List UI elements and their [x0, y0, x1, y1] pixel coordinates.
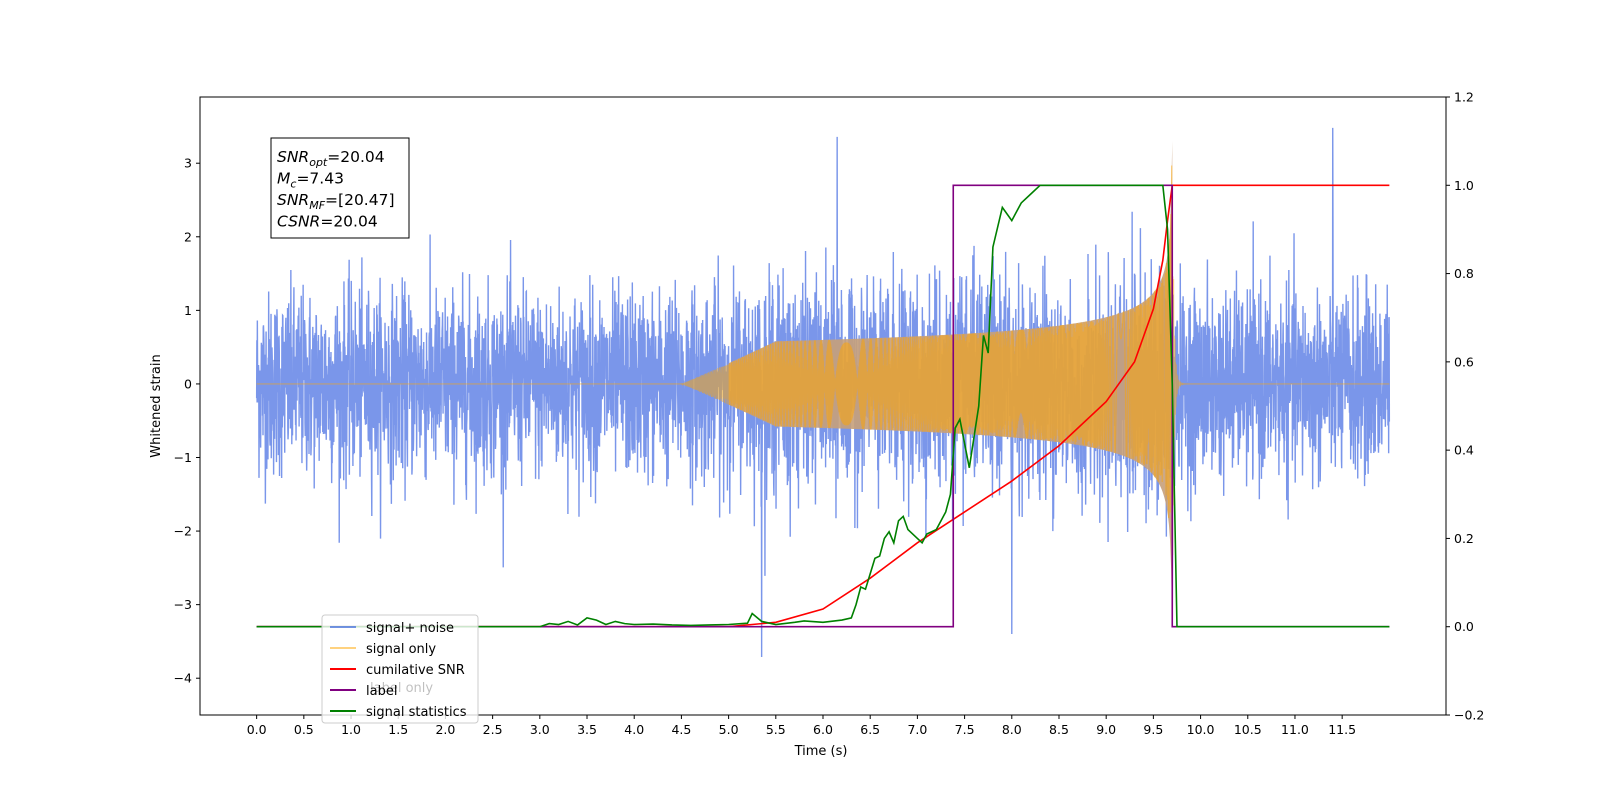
x-tick-label: 3.0 [530, 722, 550, 737]
y-right-tick-label: 0.0 [1454, 619, 1474, 634]
x-tick-label: 10.5 [1234, 722, 1262, 737]
x-tick-label: 1.5 [388, 722, 408, 737]
annotation-line: CSNR=20.04 [277, 213, 378, 231]
y-right-tick-label: 1.2 [1454, 90, 1474, 105]
x-tick-label: 4.5 [671, 722, 691, 737]
x-tick-label: 0.0 [247, 722, 267, 737]
annotation-symbol: CSNR [277, 213, 320, 231]
series-signal-only [256, 141, 1390, 627]
x-tick-label: 0.5 [294, 722, 314, 737]
x-tick-label: 1.0 [341, 722, 361, 737]
annotation-value: =7.43 [296, 170, 344, 188]
x-tick-label: 8.5 [1049, 722, 1069, 737]
x-tick-label: 7.5 [955, 722, 975, 737]
y-right-tick-label: 0.8 [1454, 266, 1474, 281]
x-tick-label: 10.0 [1187, 722, 1215, 737]
series-right-axis [256, 184, 1390, 628]
y-tick-label: −2 [174, 524, 192, 539]
x-axis-label: Time (s) [794, 744, 848, 759]
y-tick-label: −1 [174, 450, 192, 465]
series-cumilative-snr [256, 184, 1390, 628]
annotation-line: Mc=7.43 [277, 170, 344, 191]
series-signal-noise [255, 127, 1391, 658]
x-tick-label: 5.5 [766, 722, 786, 737]
x-tick-label: 6.5 [860, 722, 880, 737]
x-tick-label: 4.0 [624, 722, 644, 737]
legend: label only signal+ noise signal only cumil… [321, 614, 479, 724]
y-tick-label: 2 [184, 229, 192, 244]
x-tick-label: 6.0 [813, 722, 833, 737]
x-tick-label: 9.5 [1143, 722, 1163, 737]
y-axis-left: −4 −3 −2 −1 0 1 2 3 [174, 156, 200, 686]
stats-annotation-box: SNRopt=20.04Mc=7.43SNRMF=[20.47]CSNR=20.… [270, 137, 410, 239]
annotation-symbol: SNR [277, 191, 309, 209]
annotation-value: =20.04 [320, 213, 377, 231]
x-tick-label: 2.5 [483, 722, 503, 737]
series-signal-statistics [256, 184, 1390, 628]
annotation-symbol: SNR [277, 148, 309, 166]
y-right-tick-label: 0.4 [1454, 443, 1474, 458]
x-tick-label: 11.0 [1281, 722, 1309, 737]
annotation-subscript: c [290, 178, 296, 191]
legend-label: signal statistics [366, 705, 467, 720]
y-right-tick-label: −0.2 [1454, 708, 1484, 723]
x-tick-label: 11.5 [1328, 722, 1356, 737]
legend-label: signal only [366, 642, 436, 657]
legend-label: signal+ noise [366, 621, 454, 636]
y-tick-label: 1 [184, 303, 192, 318]
x-axis: 0.0 0.5 1.0 1.5 2.0 2.5 3.0 3.5 4.0 4.5 5.0 5.5 6.0 6… [247, 715, 1356, 737]
signal-only-line [256, 165, 1390, 556]
y-axis-label: Whitened strain [149, 354, 164, 457]
y-axis-right: −0.2 0.0 0.2 0.4 0.6 0.8 1.0 1.2 [1446, 90, 1484, 723]
x-tick-label: 5.0 [719, 722, 739, 737]
annotation-value: =20.04 [327, 148, 384, 166]
annotation-subscript: MF [309, 199, 325, 212]
legend-label: cumilative SNR [366, 663, 465, 678]
y-tick-label: −4 [174, 671, 192, 686]
ghost-legend-text: label only [370, 681, 433, 696]
annotation-subscript: opt [309, 156, 328, 169]
annotation-line: SNRopt=20.04 [277, 148, 385, 169]
annotation-value: =[20.47] [325, 191, 394, 209]
legend-label: label [366, 684, 397, 699]
annotation-line: SNRMF=[20.47] [277, 191, 395, 212]
x-tick-label: 2.0 [435, 722, 455, 737]
y-tick-label: 0 [184, 376, 192, 391]
x-tick-label: 9.0 [1096, 722, 1116, 737]
x-tick-label: 7.0 [907, 722, 927, 737]
y-right-tick-label: 0.6 [1454, 354, 1474, 369]
annotation-symbol: M [277, 170, 290, 188]
signal-noise-line [255, 127, 1391, 658]
y-tick-label: 3 [184, 156, 192, 171]
legend-frame [321, 614, 479, 724]
x-tick-label: 8.0 [1002, 722, 1022, 737]
y-tick-label: −3 [174, 597, 192, 612]
x-tick-label: 3.5 [577, 722, 597, 737]
annotation-frame [270, 137, 410, 239]
y-right-tick-label: 0.2 [1454, 531, 1474, 546]
y-right-tick-label: 1.0 [1454, 178, 1474, 193]
